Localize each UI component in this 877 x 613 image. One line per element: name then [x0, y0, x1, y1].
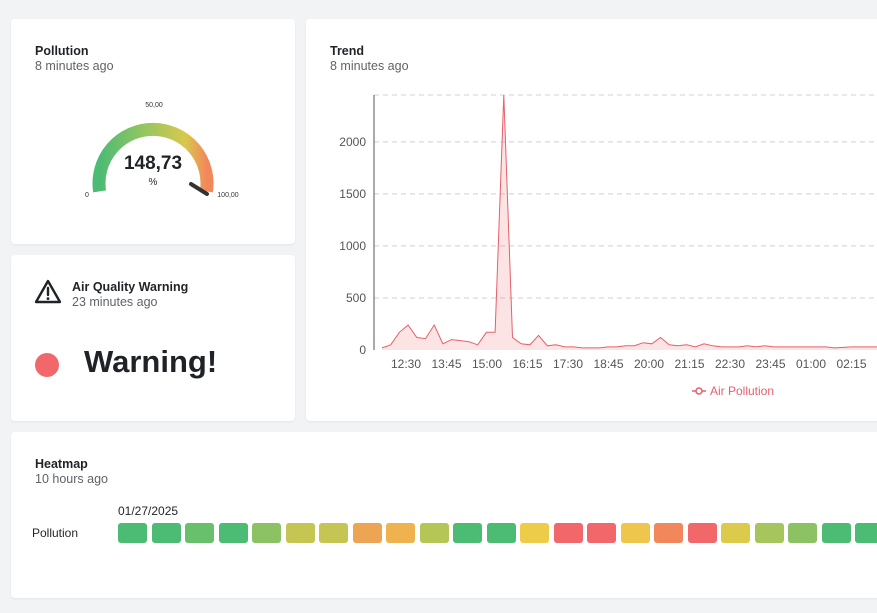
x-tick-label: 20:00 — [634, 357, 664, 371]
heatmap-cell[interactable] — [520, 523, 549, 543]
x-tick-label: 23:45 — [755, 357, 785, 371]
x-tick-label: 22:30 — [715, 357, 745, 371]
pollution-card-timestamp: 8 minutes ago — [35, 59, 114, 73]
heatmap-cell[interactable] — [553, 523, 583, 543]
warning-triangle-icon — [34, 279, 62, 304]
heatmap-date-label: 01/27/2025 — [118, 504, 179, 518]
gauge-min-label: 0 — [85, 192, 89, 199]
y-tick-label: 0 — [359, 343, 366, 357]
series-line — [381, 94, 877, 349]
y-tick-label: 500 — [346, 291, 366, 305]
trend-card-timestamp: 8 minutes ago — [330, 59, 409, 73]
x-tick-label: 17:30 — [553, 357, 583, 371]
y-tick-label: 1500 — [339, 187, 366, 201]
heatmap-cell[interactable] — [285, 523, 315, 543]
heatmap-cell[interactable] — [754, 523, 784, 543]
gauge-arc — [92, 122, 214, 193]
pollution-card: Pollution 8 minutes ago 148,73 % 0 50,00… — [11, 19, 295, 244]
x-tick-label: 21:15 — [674, 357, 704, 371]
trend-chart: 0 500 1000 1500 2000 12:30 13:45 15:00 16:15 17:3… — [339, 94, 877, 398]
heatmap-cell[interactable] — [486, 523, 516, 543]
heatmap-card: Heatmap 10 hours ago 01/27/2025 Pollutio… — [11, 432, 877, 598]
gauge-mid-label: 50,00 — [145, 102, 163, 109]
y-tick-label: 2000 — [339, 135, 366, 149]
x-tick-label: 16:15 — [512, 357, 542, 371]
warning-status-text: Warning! — [84, 344, 218, 379]
heatmap-card-timestamp: 10 hours ago — [35, 472, 108, 486]
heatmap-row-label: Pollution — [32, 526, 79, 540]
series-area — [382, 95, 877, 350]
heatmap-cell[interactable] — [721, 523, 750, 543]
pollution-card-header: Pollution 8 minutes ago — [35, 44, 114, 73]
gauge-unit: % — [149, 177, 158, 188]
heatmap-cell[interactable] — [821, 523, 851, 543]
heatmap-cell[interactable] — [687, 523, 717, 543]
heatmap-cell[interactable] — [252, 523, 281, 543]
heatmap-cell[interactable] — [855, 523, 877, 543]
gauge-max-label: 100,00 — [217, 192, 239, 199]
heatmap-cell[interactable] — [620, 523, 650, 543]
pollution-card-title: Pollution — [35, 44, 89, 58]
heatmap-cell[interactable] — [319, 523, 348, 543]
heatmap-cell[interactable] — [185, 523, 214, 543]
gauge-needle — [189, 182, 209, 196]
x-tick-label: 01:00 — [796, 357, 826, 371]
heatmap-cell[interactable] — [453, 523, 482, 543]
trend-card-header: Trend 8 minutes ago — [330, 44, 409, 73]
heatmap-cell[interactable] — [218, 523, 248, 543]
legend-label[interactable]: Air Pollution — [710, 384, 774, 398]
heatmap-cell[interactable] — [118, 523, 147, 543]
x-tick-label: 13:45 — [431, 357, 461, 371]
heatmap-card-title: Heatmap — [35, 457, 88, 471]
heatmap-card-header: Heatmap 10 hours ago — [35, 457, 108, 486]
heatmap-cell[interactable] — [788, 523, 817, 543]
pollution-gauge: 148,73 % 0 50,00 100,00 — [85, 102, 239, 199]
warning-card: Air Quality Warning 23 minutes ago Warni… — [11, 255, 295, 421]
heatmap-cell[interactable] — [386, 523, 415, 543]
heatmap-cell[interactable] — [151, 523, 181, 543]
heatmap-cell[interactable] — [587, 523, 616, 543]
heatmap-cell[interactable] — [654, 523, 683, 543]
warning-status-dot — [35, 353, 59, 377]
trend-card: Trend 8 minutes ago 0 500 1000 1500 2000 12:3… — [306, 19, 877, 421]
x-tick-label: 18:45 — [593, 357, 623, 371]
gauge-value: 148,73 — [124, 153, 182, 174]
y-tick-label: 1000 — [339, 239, 366, 253]
legend-marker-icon — [695, 387, 703, 395]
warning-card-title: Air Quality Warning — [72, 280, 189, 294]
heatmap-cell[interactable] — [352, 523, 382, 543]
warning-card-header: Air Quality Warning 23 minutes ago — [72, 280, 188, 309]
trend-card-title: Trend — [330, 44, 365, 58]
x-tick-label: 12:30 — [391, 357, 421, 371]
x-tick-label: 15:00 — [472, 357, 502, 371]
heatmap-cell[interactable] — [419, 523, 449, 543]
x-tick-label: 02:15 — [836, 357, 866, 371]
warning-card-timestamp: 23 minutes ago — [72, 295, 158, 309]
